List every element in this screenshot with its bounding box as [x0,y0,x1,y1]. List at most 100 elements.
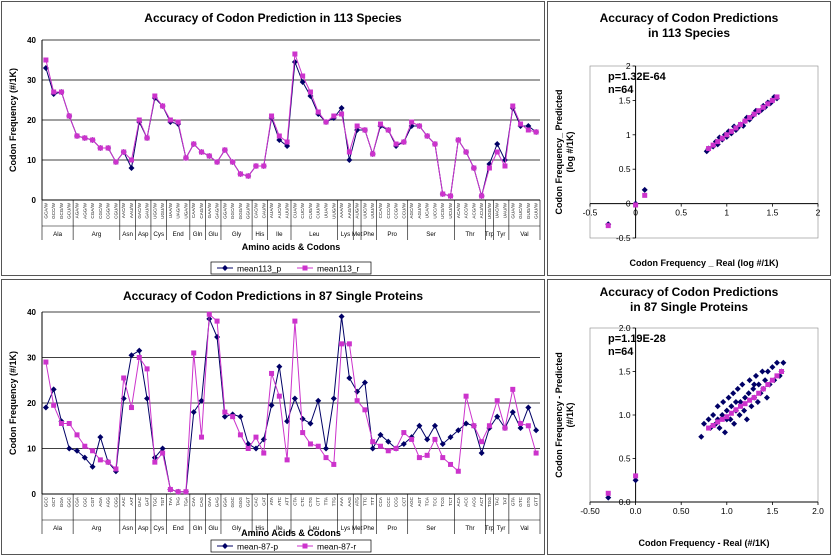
x-tick-label: UGG/W [487,202,492,219]
x-tick-label: AGG [106,497,111,508]
y-axis-title: Codon Frequency - Predicted [554,352,564,478]
x-tick-label: ACA [456,496,461,506]
x-tick-label: CCT [401,497,406,507]
x-tick-label: GAU/W [145,202,150,218]
legend-box [210,261,372,275]
x-tick-label: UAC/W [495,202,500,218]
data-point [300,73,306,79]
data-point [190,409,197,416]
group-label: Lys [341,525,350,532]
stat-annotation: n=64 [608,84,634,96]
y-tick-label: 2 [626,61,631,71]
data-point [705,416,712,423]
data-point [416,123,422,129]
data-point [641,186,648,193]
group-label: Val [520,231,528,238]
y-axis-title: Codon Frequency_ Predicted [554,89,564,214]
data-point [455,427,462,434]
group-label: Leu [309,525,320,532]
x-tick-label: CUU/W [316,202,321,218]
data-point [159,445,166,452]
y-tick-label: 30 [27,76,36,85]
group-label: Gly [232,231,242,238]
x-tick-label: 2 [816,208,821,218]
data-point [276,393,282,399]
data-point [66,445,73,452]
data-point [136,117,142,123]
data-point [81,454,88,461]
data-point [245,446,251,451]
data-point [237,432,243,438]
data-point [175,119,181,125]
group-label: Cys [153,525,164,532]
data-point [346,149,352,155]
data-point [276,363,283,370]
data-point [51,89,57,95]
group-label: Asn [122,525,133,532]
x-tick-label: ACU/W [479,202,484,218]
data-point [780,359,787,366]
data-point [97,434,104,441]
stat-annotation: n=64 [608,346,634,358]
x-tick-label: AGA/W [75,202,80,218]
x-tick-label: CAA/W [191,202,196,218]
data-point [167,486,173,492]
data-point [733,407,739,413]
data-point [58,89,64,95]
data-point [97,457,103,463]
group-label: Leu [309,231,320,238]
data-point [754,398,761,405]
data-point [330,395,337,402]
legend-box [210,539,372,553]
data-point [121,375,127,381]
data-point [455,468,461,474]
x-tick-label: GAT [145,497,150,506]
legend-marker [222,265,228,271]
data-point [400,440,407,447]
data-point [769,97,775,103]
data-point [160,103,166,109]
x-tick-label: GCC [43,496,48,507]
data-point [284,139,290,145]
data-point [51,402,57,408]
legend-label: mean-87-p [237,542,278,552]
data-point [307,89,313,95]
data-point [776,372,783,379]
data-point [448,461,454,467]
x-tick-label: CTT [316,497,321,506]
x-axis-title: Codon Frequency - Real (#/1K) [638,538,769,548]
data-point [144,366,150,372]
data-point [121,149,127,155]
x-tick-label: CAU/W [261,202,266,218]
chart-title: in 87 Single Proteins [630,300,748,314]
data-point [494,149,500,155]
data-point [479,193,485,199]
x-tick-label: CGU/W [113,202,118,218]
series-line [45,61,537,198]
data-point [136,347,143,354]
x-tick-label: GCU/W [67,202,72,218]
data-point [331,113,337,119]
data-point [338,313,345,320]
data-point [339,111,345,117]
x-tick-label: CTA [292,496,297,506]
x-tick-label: TCC [432,496,437,506]
data-point [605,490,611,496]
y-tick-label: 10 [27,156,36,165]
data-point [113,466,119,472]
x-tick-label: CAC [253,496,258,506]
data-point [725,394,732,401]
x-tick-label: CAG/W [199,202,204,218]
x-tick-label: ATT [285,497,290,506]
data-point [222,147,228,153]
data-point [733,125,739,131]
data-point [191,141,197,147]
y-tick-label: 30 [27,354,36,363]
x-axis-title: Codon Frequency _ Real (log #/1K) [629,258,778,268]
data-point [261,163,267,169]
x-tick-label: CAC/W [253,202,258,218]
data-point [66,420,72,426]
x-tick-label: AUG/W [355,202,360,218]
y-tick-label: 1.5 [619,95,631,105]
data-point [82,135,88,141]
